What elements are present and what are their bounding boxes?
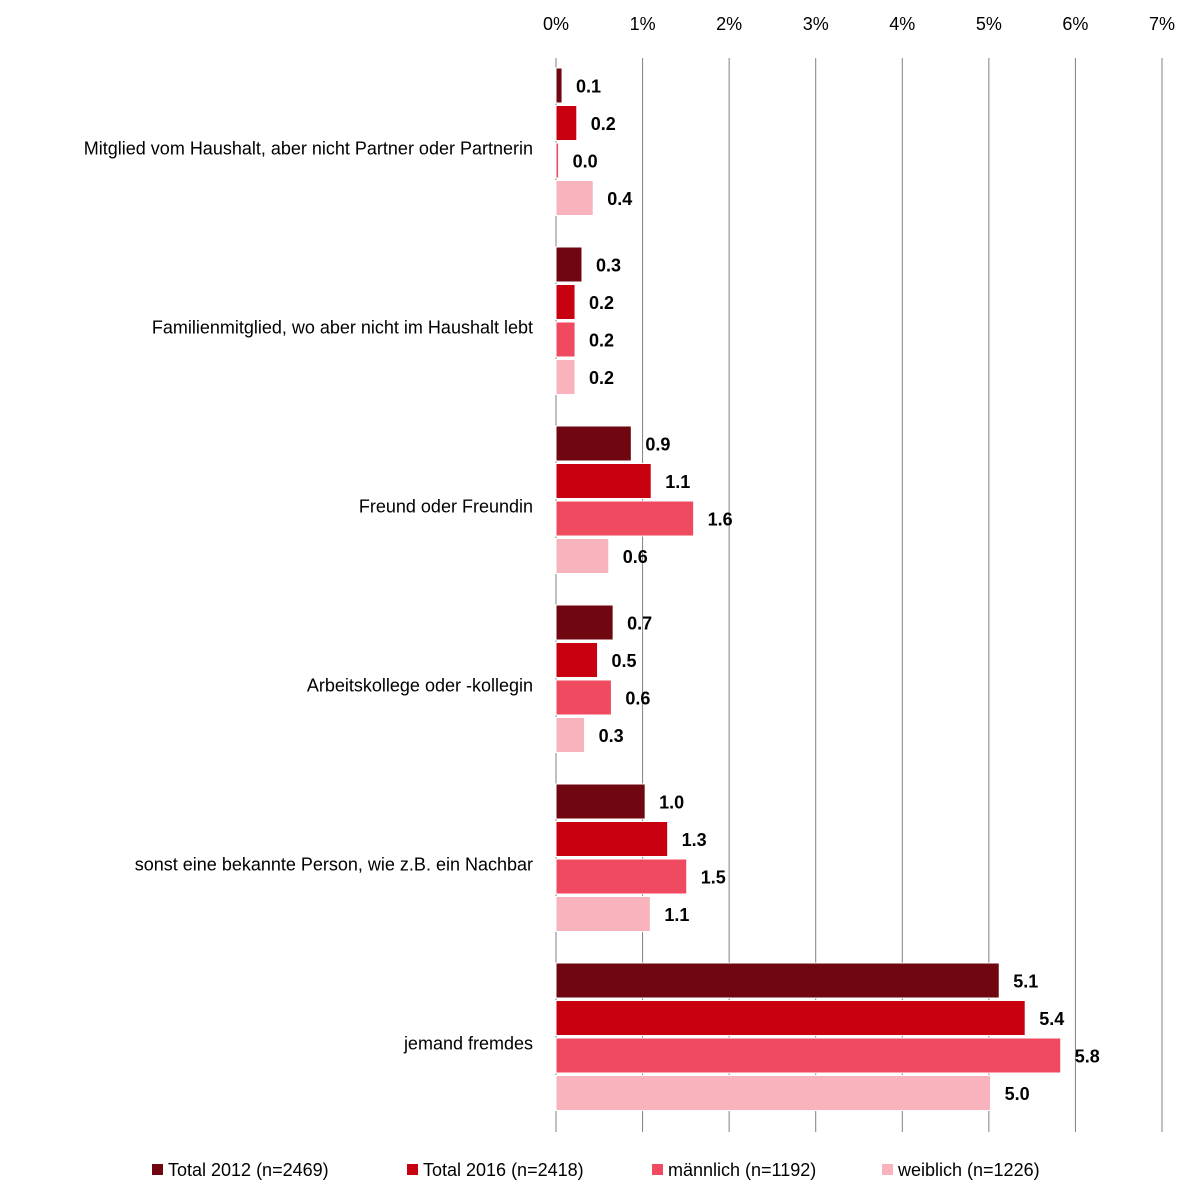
value-label: 0.2 [589, 293, 614, 313]
y-tick-label: Freund oder Freundin [359, 496, 533, 516]
value-label: 0.2 [589, 330, 614, 350]
value-label: 0.7 [627, 613, 652, 633]
bar [555, 246, 583, 283]
x-tick-label: 0% [543, 14, 569, 34]
x-tick-label: 3% [803, 14, 829, 34]
value-label: 0.5 [612, 651, 637, 671]
value-label: 1.1 [665, 472, 690, 492]
value-label: 0.4 [607, 189, 632, 209]
x-tick-label: 2% [716, 14, 742, 34]
y-tick-label: Familienmitglied, wo aber nicht im Haush… [152, 317, 533, 337]
legend-label: Total 2016 (n=2418) [423, 1160, 584, 1180]
value-label: 1.0 [659, 792, 684, 812]
x-tick-label: 5% [976, 14, 1002, 34]
y-tick-label: jemand fremdes [403, 1033, 533, 1053]
x-tick-label: 6% [1062, 14, 1088, 34]
x-tick-label: 1% [630, 14, 656, 34]
value-label: 0.9 [645, 434, 670, 454]
y-tick-label: Arbeitskollege oder -kollegin [307, 675, 533, 695]
legend-label: Total 2012 (n=2469) [168, 1160, 329, 1180]
bar [555, 538, 610, 574]
bar [555, 284, 576, 320]
y-tick-label: Mitglied vom Haushalt, aber nicht Partne… [84, 138, 533, 158]
bar [555, 896, 651, 932]
value-label: 0.3 [596, 255, 621, 275]
bar [555, 321, 576, 358]
bar [555, 105, 578, 141]
bar [555, 359, 576, 395]
value-label: 0.1 [576, 76, 601, 96]
bar [555, 142, 560, 179]
value-label: 5.8 [1075, 1046, 1100, 1066]
value-label: 1.1 [664, 905, 689, 925]
value-label: 0.2 [591, 114, 616, 134]
value-label: 1.6 [708, 509, 733, 529]
value-label: 0.6 [625, 688, 650, 708]
bar [555, 180, 594, 216]
legend-label: männlich (n=1192) [668, 1160, 816, 1180]
bar [555, 604, 614, 641]
bar [555, 642, 599, 678]
legend-swatch [652, 1164, 663, 1175]
value-label: 0.3 [599, 726, 624, 746]
legend-swatch [152, 1164, 163, 1175]
bar [555, 463, 652, 499]
value-label: 5.0 [1005, 1084, 1030, 1104]
bar [555, 858, 688, 895]
legend-label: weiblich (n=1226) [897, 1160, 1040, 1180]
bar [555, 500, 695, 537]
bar [555, 67, 563, 104]
value-label: 0.0 [573, 151, 598, 171]
bar [555, 717, 586, 753]
bar [555, 679, 612, 716]
value-label: 0.2 [589, 368, 614, 388]
y-tick-label: sonst eine bekannte Person, wie z.B. ein… [135, 854, 533, 874]
value-label: 5.1 [1013, 971, 1038, 991]
x-tick-label: 4% [889, 14, 915, 34]
bar [555, 425, 632, 462]
bar [555, 1075, 992, 1111]
bar [555, 1000, 1026, 1036]
value-label: 5.4 [1039, 1009, 1064, 1029]
bar [555, 962, 1000, 999]
value-label: 1.5 [701, 867, 726, 887]
value-label: 0.6 [623, 547, 648, 567]
legend-swatch [882, 1164, 893, 1175]
bar [555, 1037, 1062, 1074]
bar [555, 783, 646, 820]
legend-swatch [407, 1164, 418, 1175]
value-label: 1.3 [682, 830, 707, 850]
bar [555, 821, 669, 857]
x-tick-label: 7% [1149, 14, 1175, 34]
